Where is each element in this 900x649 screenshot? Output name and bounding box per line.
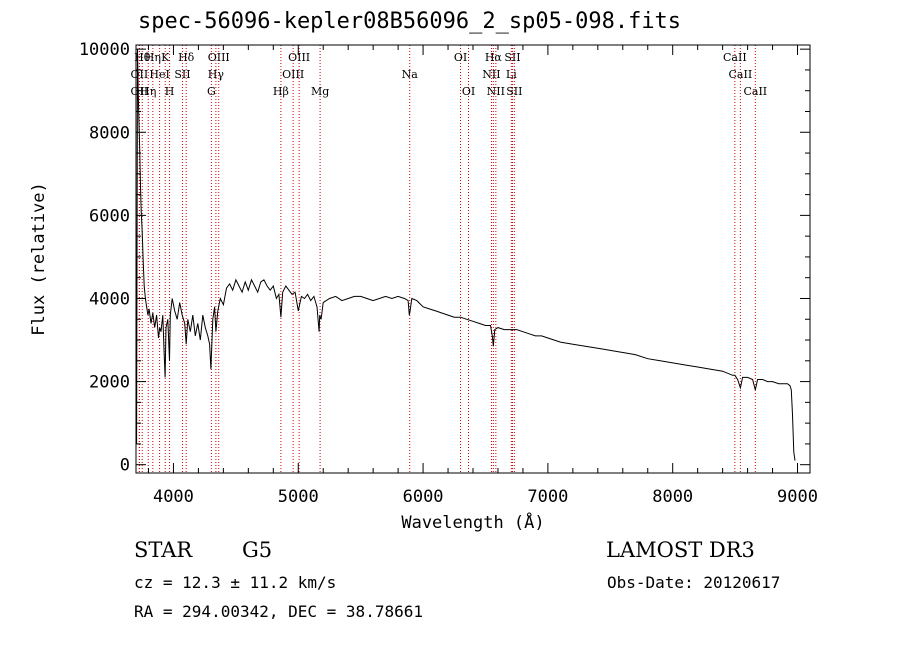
line-marker-label-16: Mg: [311, 85, 329, 98]
coordinates-label: RA = 294.00342, DEC = 38.78661: [134, 602, 423, 621]
line-marker-label-23: Li: [506, 68, 517, 81]
x-tick-label-4: 8000: [652, 487, 693, 507]
subclass-label: G5: [242, 538, 273, 562]
line-marker-label-18: OI: [454, 51, 467, 64]
line-marker-label-27: CaII: [729, 68, 753, 81]
x-tick-label-1: 5000: [278, 487, 319, 507]
line-marker-label-8: SII: [174, 68, 190, 81]
chart-title: spec-56096-kepler08B56096_2_sp05-098.fit…: [138, 9, 682, 34]
y-tick-label-2: 4000: [89, 289, 130, 309]
line-marker-label-7: H: [165, 85, 175, 98]
line-marker-label-28: CaII: [743, 85, 767, 98]
line-marker-label-1: OII: [131, 85, 149, 98]
series-layer: [136, 49, 796, 461]
line-marker-label-10: G: [207, 85, 216, 98]
line-marker-label-17: Na: [402, 68, 419, 81]
y-axis-label: Flux (relative): [29, 182, 49, 336]
line-marker-label-22: NII: [487, 85, 505, 98]
y-tick-label-5: 10000: [79, 40, 130, 60]
axis-tick-layer: 4000 5000 6000 7000 8000 9000 0 2000 4000 6000 800…: [79, 40, 818, 507]
plot-frame: [135, 44, 811, 474]
y-tick-label-3: 6000: [89, 206, 130, 226]
line-marker-label-4: Hη: [145, 51, 161, 64]
x-tick-label-3: 7000: [527, 487, 568, 507]
spectrum-series-0: [136, 49, 796, 461]
line-marker-layer: [138, 45, 756, 473]
x-tick-label-5: 9000: [777, 487, 818, 507]
line-marker-label-26: CaII: [723, 51, 747, 64]
line-marker-label-9: Hδ: [178, 51, 195, 64]
line-marker-label-0: OII: [131, 68, 149, 81]
line-marker-label-24: SII: [504, 51, 520, 64]
line-marker-label-3: Hη: [140, 85, 156, 98]
y-tick-label-4: 8000: [89, 123, 130, 143]
line-label-layer: OIIOIIHθHηHηHeIKHSIIHδGHγOIIIHβOIIIOIIIM…: [131, 51, 768, 98]
y-tick-label-1: 2000: [89, 373, 130, 393]
line-marker-label-12: OIII: [208, 51, 230, 64]
line-marker-label-2: Hθ: [134, 51, 151, 64]
line-marker-label-11: Hγ: [208, 68, 225, 81]
x-tick-label-0: 4000: [153, 487, 194, 507]
x-axis-label: Wavelength (Å): [401, 511, 544, 533]
line-marker-label-14: OIII: [282, 68, 304, 81]
obs-date-label: Obs-Date: 20120617: [607, 573, 781, 592]
object-class-label: STAR: [134, 538, 193, 562]
x-tick-label-2: 6000: [403, 487, 444, 507]
line-marker-label-19: OI: [462, 85, 475, 98]
line-marker-label-13: Hβ: [273, 85, 289, 98]
redshift-label: cz = 12.3 ± 11.2 km/s: [134, 573, 337, 592]
line-marker-label-21: Hα: [485, 51, 503, 64]
line-marker-label-5: HeI: [149, 68, 169, 81]
line-marker-label-25: SII: [506, 85, 522, 98]
y-tick-label-0: 0: [120, 456, 130, 476]
survey-label: LAMOST DR3: [606, 538, 755, 562]
line-marker-label-15: OIII: [288, 51, 310, 64]
line-marker-label-20: NII: [482, 68, 500, 81]
line-marker-label-6: K: [161, 51, 170, 64]
